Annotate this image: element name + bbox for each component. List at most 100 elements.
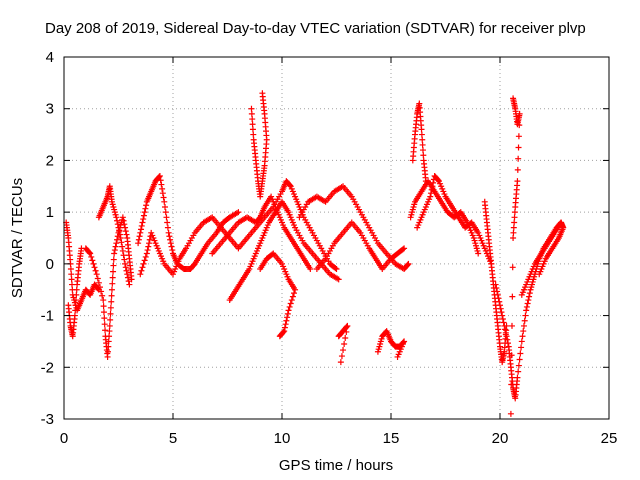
data-point xyxy=(518,344,525,351)
data-point xyxy=(115,224,122,231)
data-point xyxy=(235,209,242,216)
data-point xyxy=(405,260,412,267)
data-point xyxy=(139,264,146,271)
data-point xyxy=(138,226,145,233)
data-point xyxy=(88,253,95,260)
data-point xyxy=(98,288,105,295)
data-point xyxy=(404,261,411,268)
data-point xyxy=(497,302,503,309)
data-point xyxy=(114,217,121,224)
data-point xyxy=(72,307,79,314)
y-tick-label: 1 xyxy=(46,204,54,221)
data-point xyxy=(515,133,522,140)
x-tick-label: 10 xyxy=(274,430,291,447)
data-point xyxy=(498,309,505,316)
data-point xyxy=(124,271,131,278)
data-point xyxy=(496,298,503,305)
data-point xyxy=(281,324,288,331)
data-point xyxy=(113,214,120,221)
data-point xyxy=(95,279,102,286)
data-point xyxy=(164,224,171,231)
data-point xyxy=(332,265,339,272)
data-point xyxy=(71,312,78,319)
data-point xyxy=(93,271,100,278)
data-point xyxy=(276,333,283,340)
axis-ticks xyxy=(63,56,610,420)
data-point xyxy=(516,110,523,117)
data-point xyxy=(68,271,75,278)
data-point xyxy=(277,332,284,339)
data-point xyxy=(159,185,166,192)
data-point xyxy=(524,300,531,307)
data-point xyxy=(511,209,518,216)
data-point xyxy=(142,205,149,212)
data-point xyxy=(515,368,522,375)
data-point xyxy=(510,235,517,241)
data-point xyxy=(100,303,107,310)
data-point xyxy=(158,181,165,188)
data-point xyxy=(105,343,112,350)
data-point xyxy=(138,222,145,229)
data-point xyxy=(168,243,175,250)
series-track-u xyxy=(518,219,567,298)
data-point xyxy=(137,229,144,236)
data-point xyxy=(509,293,516,300)
data-point xyxy=(292,286,299,293)
data-point xyxy=(520,322,527,329)
x-tick-label: 25 xyxy=(601,430,618,447)
data-point xyxy=(508,352,515,359)
data-point xyxy=(110,268,117,275)
data-point xyxy=(108,286,115,293)
data-point xyxy=(106,328,113,335)
data-point xyxy=(418,126,425,133)
data-point xyxy=(138,267,145,274)
data-point xyxy=(157,177,164,184)
data-point xyxy=(110,262,117,269)
data-point xyxy=(136,233,143,240)
data-point xyxy=(107,316,114,323)
data-point xyxy=(164,219,171,226)
data-point xyxy=(121,256,128,263)
data-point xyxy=(335,276,342,283)
y-tick-labels: -3 -2 -1 0 1 2 3 4 xyxy=(41,49,54,428)
data-point xyxy=(248,105,255,112)
data-point xyxy=(343,328,350,335)
data-point xyxy=(286,303,293,310)
data-point xyxy=(140,212,147,219)
data-point xyxy=(516,122,523,129)
y-tick-label: -3 xyxy=(41,411,54,428)
data-point xyxy=(139,219,146,226)
data-point xyxy=(126,281,133,288)
series-track-e xyxy=(135,172,242,273)
data-point xyxy=(250,131,257,138)
x-axis-label: GPS time / hours xyxy=(279,457,393,474)
data-points xyxy=(63,90,567,417)
data-point xyxy=(399,246,406,253)
data-point xyxy=(167,240,174,247)
y-tick-label: 4 xyxy=(46,49,54,66)
data-point xyxy=(523,303,530,310)
data-point xyxy=(145,243,152,250)
data-point xyxy=(288,297,295,304)
chart-title: Day 208 of 2019, Sidereal Day-to-day VTE… xyxy=(45,20,586,37)
data-point xyxy=(512,203,519,210)
data-point xyxy=(502,326,509,333)
data-point xyxy=(111,247,118,254)
data-point xyxy=(338,353,345,360)
y-axis-label: SDTVAR / TECUs xyxy=(9,178,26,298)
data-point xyxy=(122,224,129,231)
data-point xyxy=(114,236,121,243)
data-point xyxy=(510,224,517,231)
data-point xyxy=(123,231,130,238)
data-point xyxy=(121,221,128,228)
data-point xyxy=(122,260,129,267)
data-point xyxy=(518,338,525,345)
series-track-i xyxy=(248,90,270,200)
series-track-d xyxy=(95,183,133,288)
data-point xyxy=(87,250,94,257)
data-point xyxy=(114,221,121,228)
data-point xyxy=(283,317,290,324)
data-point xyxy=(91,264,98,271)
data-point xyxy=(118,239,125,246)
data-point xyxy=(135,240,142,247)
